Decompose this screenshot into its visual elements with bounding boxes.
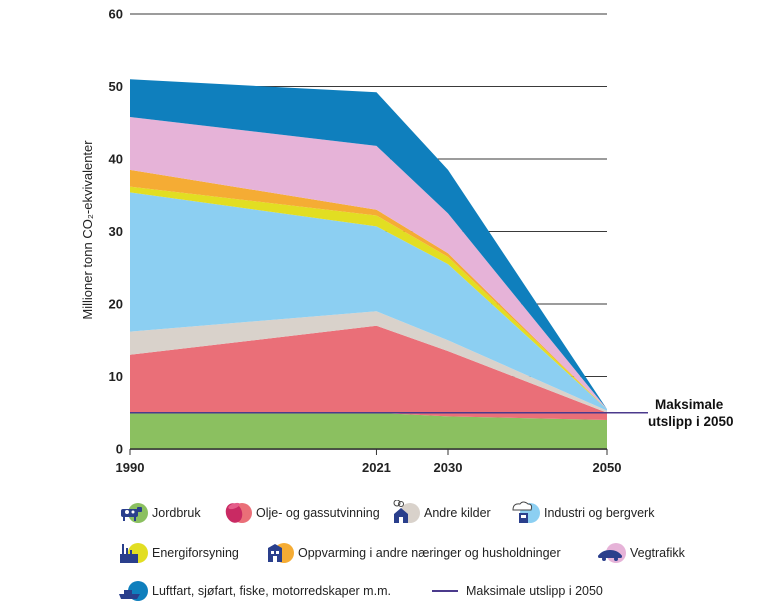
legend-item-luftfart: Luftfart, sjøfart, fiske, motorredskaper… [118, 578, 391, 604]
legend-label-vegtrafikk: Vegtrafikk [630, 546, 685, 560]
legend-label-luftfart: Luftfart, sjøfart, fiske, motorredskaper… [152, 584, 391, 598]
legend-item-vegtrafikk: Vegtrafikk [596, 540, 685, 566]
legend-item-maks: Maksimale utslipp i 2050 [430, 578, 603, 604]
reference-line-swatch [430, 578, 460, 604]
x-tick-label: 2050 [593, 460, 622, 475]
car-icon [596, 540, 626, 566]
cow-icon [118, 500, 148, 526]
y-tick-label: 20 [109, 297, 123, 312]
area-7 [130, 117, 607, 410]
oil-barrel-icon [222, 500, 252, 526]
legend-item-andre: Andre kilder [390, 500, 491, 526]
y-tick-label: 50 [109, 79, 123, 94]
legend-item-jordbruk: Jordbruk [118, 500, 201, 526]
y-tick-label: 0 [116, 442, 123, 457]
x-tick-label: 2021 [362, 460, 391, 475]
area-3 [130, 311, 607, 413]
y-tick-label: 30 [109, 224, 123, 239]
x-tick-label: 1990 [116, 460, 145, 475]
y-tick-label: 10 [109, 369, 123, 384]
x-tick-labels: 1990 2021 2030 2050 [116, 460, 622, 475]
house-smoke-icon [390, 500, 420, 526]
factory-cloud-icon [510, 500, 540, 526]
y-tick-labels: 0 10 20 30 40 50 60 [109, 7, 123, 457]
legend-item-industri: Industri og bergverk [510, 500, 654, 526]
legend-label-oppvarming: Oppvarming i andre næringer og husholdni… [298, 546, 561, 560]
legend-item-olje: Olje- og gassutvinning [222, 500, 380, 526]
legend-item-energi: Energiforsyning [118, 540, 239, 566]
annotation-line-1: Maksimale [655, 397, 724, 412]
legend-label-maks: Maksimale utslipp i 2050 [466, 584, 603, 598]
area-2 [130, 325, 607, 420]
y-tick-label: 40 [109, 152, 123, 167]
annotation-line-2: utslipp i 2050 [648, 414, 734, 429]
ship-icon [118, 578, 148, 604]
power-plant-icon [118, 540, 148, 566]
area-8 [130, 79, 607, 410]
legend-label-andre: Andre kilder [424, 506, 491, 520]
legend-label-energi: Energiforsyning [152, 546, 239, 560]
legend-label-olje: Olje- og gassutvinning [256, 506, 380, 520]
area-4 [130, 192, 607, 411]
y-tick-label: 60 [109, 7, 123, 22]
area-layers [129, 79, 608, 455]
legend-item-oppvarming: Oppvarming i andre næringer og husholdni… [264, 540, 561, 566]
area-1 [130, 412, 607, 449]
y-axis-label: Millioner tonn CO₂-ekvivalenter [80, 140, 95, 320]
legend-label-industri: Industri og bergverk [544, 506, 655, 520]
x-tick-label: 2030 [434, 460, 463, 475]
building-heating-icon [264, 540, 294, 566]
legend-label-jordbruk: Jordbruk [152, 506, 201, 520]
